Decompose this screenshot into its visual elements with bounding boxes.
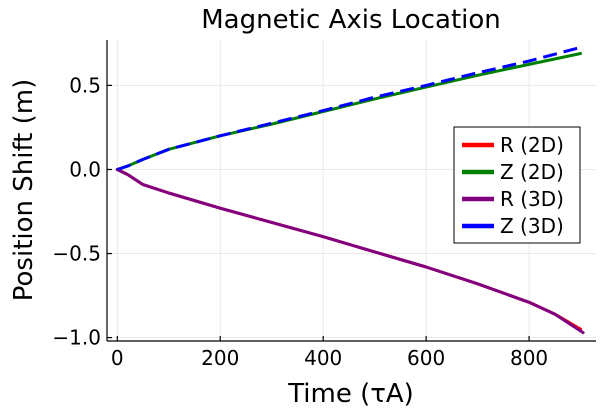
x-tick-label: 400: [304, 346, 342, 370]
series-lines: [115, 45, 585, 335]
y-tick-label: 0.5: [69, 73, 101, 97]
series-line-z-3d: [116, 45, 584, 171]
x-tick-label: 200: [201, 346, 239, 370]
axes: 0 200 400 600 800 −1.0 −0.5 0.0 0.5: [52, 40, 596, 370]
legend-label: Z (2D): [500, 160, 564, 184]
x-tick-label: 600: [407, 346, 445, 370]
series-line-r-3d: [115, 168, 585, 335]
y-axis-label: Position Shift (m): [9, 79, 39, 301]
legend: R (2D) Z (2D) R (3D) Z (3D): [453, 126, 581, 244]
x-tick-label: 800: [510, 346, 548, 370]
legend-label: R (2D): [500, 133, 564, 157]
x-tick-label: 0: [111, 346, 124, 370]
legend-label: R (3D): [500, 187, 564, 211]
y-tick-label: 0.0: [69, 157, 101, 181]
chart-title: Magnetic Axis Location: [201, 5, 501, 35]
x-axis-label: Time (τA): [287, 379, 414, 409]
y-tick-label: −1.0: [52, 326, 101, 350]
legend-label: Z (3D): [500, 214, 564, 238]
y-tick-label: −0.5: [52, 242, 101, 266]
